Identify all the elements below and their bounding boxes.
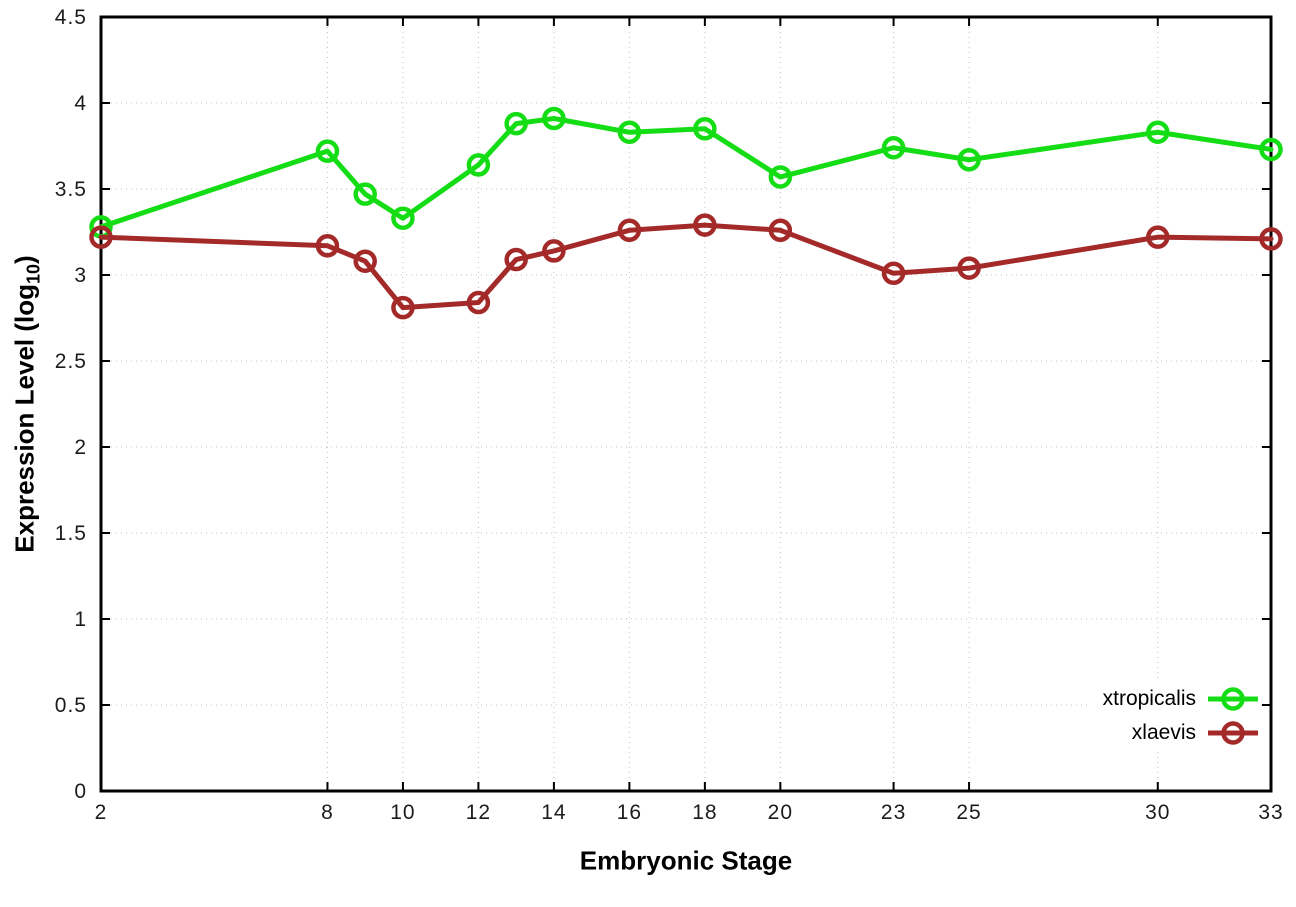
data-point-xtropicalis [617, 120, 642, 144]
data-point-xlaevis [881, 261, 906, 286]
legend-label-xtropicalis: xtropicalis [1102, 687, 1196, 710]
series-line-xlaevis [98, 222, 1274, 311]
data-point-xtropicalis [391, 206, 415, 230]
data-point-xlaevis [1259, 227, 1283, 251]
y-tick-label: 3 [74, 264, 87, 287]
series-line-xtropicalis [98, 115, 1274, 230]
plot-border [99, 15, 1273, 793]
data-point-xlaevis [768, 218, 793, 243]
data-point-xlaevis [957, 256, 981, 280]
x-tick-label: 2 [95, 801, 108, 824]
data-point-xlaevis [466, 290, 491, 315]
data-point-xlaevis [542, 239, 566, 263]
data-point-xlaevis [504, 247, 528, 272]
y-tick-label: 1 [74, 608, 87, 631]
line-point-sample-icon [1208, 721, 1258, 745]
y-tick-label: 2 [74, 436, 87, 459]
y-tick-label: 4 [74, 92, 87, 115]
data-point-xlaevis [353, 249, 377, 273]
data-point-xtropicalis [504, 111, 528, 136]
x-tick-label: 8 [321, 801, 334, 824]
y-axis-title-subscript: 10 [23, 263, 44, 284]
data-point-xtropicalis [693, 117, 717, 141]
data-point-xtropicalis [1146, 120, 1170, 144]
y-tick-label: 2.5 [55, 350, 87, 373]
y-axis-title: Expression Level (log10) [9, 255, 44, 552]
y-tick-label: 1.5 [55, 522, 87, 545]
data-point-xtropicalis [315, 139, 340, 163]
x-tick-label: 33 [1258, 801, 1283, 824]
data-point-xtropicalis [542, 106, 566, 131]
x-tick-label: 10 [390, 801, 415, 824]
data-point-xtropicalis [881, 135, 906, 160]
data-point-xtropicalis [768, 165, 793, 189]
x-axis-title: Embryonic Stage [579, 845, 793, 876]
x-tick-label: 18 [692, 801, 717, 824]
x-tick-label: 12 [466, 801, 491, 824]
legend-item-xtropicalis: xtropicalis [1090, 682, 1260, 716]
data-point-xtropicalis [353, 182, 377, 206]
data-point-xtropicalis [466, 153, 491, 177]
data-point-xtropicalis [1259, 137, 1283, 162]
legend-label-xlaevis: xlaevis [1131, 721, 1196, 744]
line-point-sample-icon [1208, 687, 1258, 711]
y-axis-title-text: Expression Level (log [9, 283, 40, 553]
y-tick-label: 3.5 [55, 178, 87, 201]
legend: xtropicalis xlaevis [1090, 682, 1260, 750]
y-axis-title-suffix: ) [9, 255, 40, 264]
y-tick-label: 0.5 [55, 694, 87, 717]
data-point-xlaevis [391, 295, 415, 320]
x-tick-label: 25 [956, 801, 981, 824]
data-point-xtropicalis [957, 148, 981, 172]
x-tick-label: 14 [541, 801, 566, 824]
legend-item-xlaevis: xlaevis [1119, 716, 1260, 750]
data-point-xlaevis [89, 225, 113, 249]
y-tick-label: 0 [74, 780, 87, 803]
legend-point-sample [1221, 687, 1245, 711]
data-point-xlaevis [693, 213, 717, 237]
y-tick-label: 4.5 [55, 6, 87, 29]
data-point-xlaevis [1146, 225, 1170, 249]
data-point-xlaevis [315, 234, 340, 258]
x-tick-label: 16 [617, 801, 642, 824]
legend-point-sample [1221, 721, 1245, 745]
data-point-xlaevis [617, 218, 642, 243]
x-tick-label: 23 [881, 801, 906, 824]
x-tick-label: 30 [1145, 801, 1170, 824]
x-tick-label: 20 [768, 801, 793, 824]
